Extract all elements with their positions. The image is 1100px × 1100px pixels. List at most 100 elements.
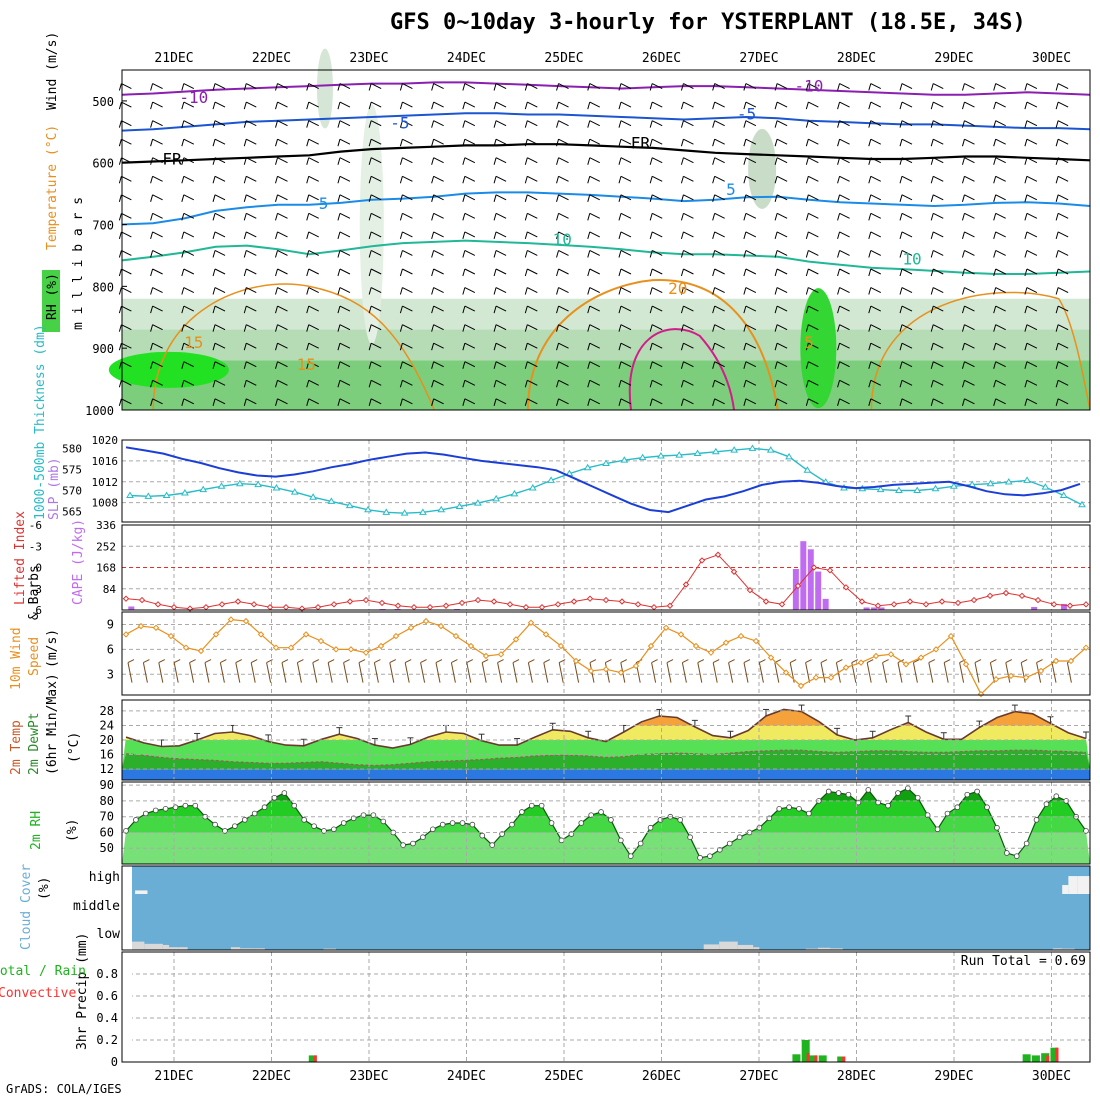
wind-barb (495, 101, 507, 108)
wind-barb-flag (368, 194, 372, 202)
surface-wind-barb (512, 662, 518, 683)
rh-point (152, 807, 159, 814)
rh-point (479, 832, 486, 839)
wind-barb (339, 194, 351, 201)
wind-barb-flag (743, 398, 747, 406)
thickness-point (217, 482, 226, 489)
thickness-point (345, 501, 354, 509)
wind-barb (433, 83, 444, 89)
wind-barb-flag (368, 305, 372, 314)
wind-barb-flag (337, 176, 341, 184)
wind-barb-flag (837, 343, 841, 351)
wind-barb (277, 212, 288, 219)
wind-barb-flag (774, 380, 778, 388)
wind-barb (402, 175, 413, 182)
surface-wind-barb (651, 662, 657, 683)
wind-barb-flag (243, 380, 247, 388)
wind-barb-flag (868, 287, 872, 295)
wind-barb-flag (930, 139, 934, 147)
low-cloud-block (719, 941, 738, 950)
wind-barb-flag (618, 398, 622, 406)
wind-barb-flag (961, 194, 965, 202)
wind-barb (589, 268, 600, 275)
wind-barb (714, 212, 725, 219)
wind-barb (776, 175, 788, 182)
surface-wind-barb-flag (820, 659, 828, 664)
wind-barb-flag (431, 305, 435, 314)
page-title: GFS 0~10day 3-hourly for YSTERPLANT (18.… (390, 10, 1026, 35)
wind-barb-flag (493, 120, 497, 128)
wind-barb-flag (493, 101, 497, 110)
wind-barb-flag (275, 101, 278, 110)
rh-tick: 90 (100, 778, 114, 792)
wind-barb-flag (212, 176, 216, 184)
surface-wind-barb-flag (759, 659, 766, 664)
wind-barb-flag (150, 361, 154, 369)
surface-wind-barb-flag (789, 659, 797, 664)
wind-barb (651, 305, 663, 312)
wind-barb-flag (680, 120, 684, 128)
thickness-point (583, 463, 592, 471)
wind-speed-point (812, 674, 820, 681)
wind-barb (121, 342, 132, 349)
lifted-index-point (410, 603, 418, 611)
wind-speed-point (377, 642, 385, 650)
wind-barb (901, 361, 913, 368)
wind-barb-flag (150, 324, 154, 332)
precip-total-bar (1031, 1055, 1040, 1062)
wind-barb-flag (805, 287, 809, 295)
wind-barb-flag (243, 194, 247, 202)
wind-barb (433, 175, 444, 182)
wind-barb (402, 268, 413, 275)
wind-barb-flag (118, 250, 122, 258)
lifted-index-point (602, 596, 610, 604)
surface-wind-barb-flag (420, 659, 427, 664)
surface-wind-barb-flag (327, 659, 335, 664)
wind-barb (714, 250, 725, 256)
wind-barb (933, 157, 944, 164)
wind-barb (308, 361, 319, 368)
lifted-index-point (714, 551, 722, 558)
wind-barb-flag (556, 324, 560, 332)
rh-point (806, 810, 812, 817)
wind-speed-point (407, 624, 415, 631)
wind-barb (901, 231, 913, 238)
wind-barb (870, 379, 882, 386)
wind-barb (339, 361, 351, 368)
wind-speed-point (152, 624, 160, 631)
wind-barb-flag (556, 231, 560, 240)
wind-barb-flag (930, 101, 934, 110)
wind-barb (402, 157, 413, 164)
wind-barb (714, 138, 725, 145)
date-label-top: 27DEC (739, 51, 778, 66)
wind-barb (651, 212, 663, 219)
wind-barb (620, 175, 632, 182)
wind-barb-flag (150, 213, 154, 221)
wind-barb-flag (150, 176, 154, 184)
wind-barb-flag (275, 231, 278, 240)
wind-barb-flag (837, 139, 841, 147)
wind-barb (277, 157, 288, 164)
rh-point (331, 826, 337, 833)
surface-wind-barb-flag (343, 659, 350, 664)
wind-barb (651, 268, 663, 275)
wind-barb (308, 305, 319, 312)
wind-barb-flag (462, 176, 466, 184)
wind-barb-flag (431, 398, 435, 406)
wind-barb-flag (337, 250, 341, 258)
surface-wind-barb (358, 662, 364, 683)
wind-barb-flag (618, 213, 622, 221)
wind-barb-flag (743, 343, 747, 351)
wind-barb-flag (275, 83, 278, 91)
wind-barb-flag (431, 380, 435, 388)
wind-tick: 3 (107, 667, 114, 681)
surface-wind-barb (235, 662, 241, 683)
rh-point (895, 790, 901, 796)
wind-barb (152, 120, 163, 127)
wind-barb (527, 268, 538, 275)
wind-barb-flag (774, 213, 778, 221)
wind-barb-flag (118, 380, 122, 388)
wind-barb-flag (618, 157, 622, 165)
wind-barb (1057, 342, 1069, 349)
date-label-bottom: 26DEC (642, 1069, 681, 1084)
